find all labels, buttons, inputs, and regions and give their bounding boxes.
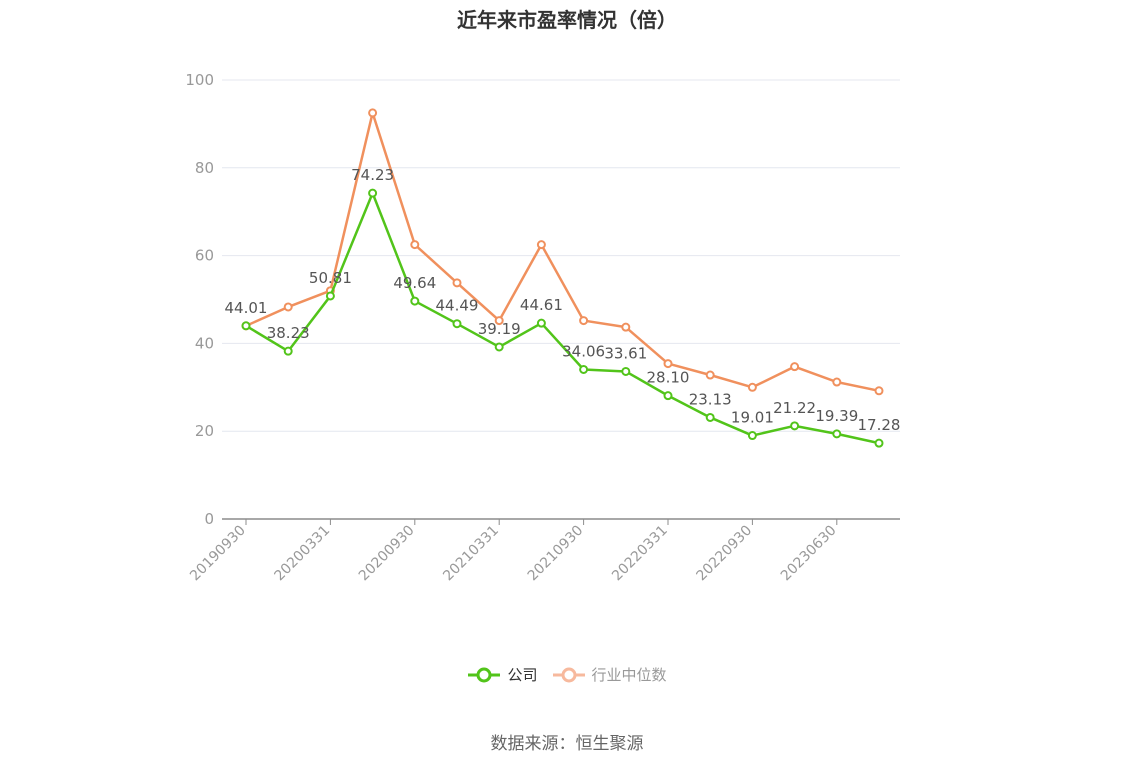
legend-industry-marker <box>552 667 585 682</box>
y-tick-label-0: 0 <box>204 510 214 528</box>
legend-item-industry-median[interactable]: 行业中位数 <box>552 664 667 685</box>
series-0-point-12 <box>747 431 757 441</box>
series-1-point-14 <box>832 377 842 387</box>
series-1-point-7 <box>536 240 546 250</box>
source-note: 数据来源：恒生聚源 <box>490 734 644 754</box>
series-1-point-12 <box>747 382 757 392</box>
series-line-0 <box>245 191 880 445</box>
series-line-1 <box>245 111 880 393</box>
series-1-point-15 <box>874 386 884 396</box>
legend-company-label: 公司 <box>507 666 538 684</box>
legend-item-company[interactable]: 公司 <box>467 664 538 685</box>
y-tick-label-20: 20 <box>195 422 214 440</box>
series-1-point-9 <box>621 322 631 332</box>
x-tick-label-20210331: 20210331 <box>440 523 502 585</box>
series-0-point-6 <box>494 342 504 352</box>
company-data-label-11: 23.13 <box>689 390 732 408</box>
series-0-point-11 <box>705 412 715 422</box>
series-0-point-3 <box>368 188 378 198</box>
x-tick-label-20190930: 20190930 <box>187 523 249 585</box>
y-tick-label-60: 60 <box>195 247 214 265</box>
y-tick-label-80: 80 <box>195 159 214 177</box>
series-0-point-5 <box>452 319 462 329</box>
series-0-point-0 <box>241 321 251 331</box>
company-data-label-2: 50.81 <box>309 269 352 287</box>
company-data-label-7: 44.61 <box>520 296 563 314</box>
series-layer <box>241 108 884 448</box>
series-0-point-4 <box>410 296 420 306</box>
series-0-point-1 <box>283 346 293 356</box>
y-tick-label-100: 100 <box>185 71 214 89</box>
series-0-point-10 <box>663 391 673 401</box>
series-1-point-10 <box>663 359 673 369</box>
company-data-label-9: 33.61 <box>604 344 647 362</box>
x-tick-label-20210930: 20210930 <box>525 523 587 585</box>
company-data-label-13: 21.22 <box>773 399 816 417</box>
legend-company-marker <box>468 667 501 682</box>
series-0-point-8 <box>579 364 589 374</box>
company-data-label-12: 19.01 <box>731 409 774 427</box>
company-data-label-15: 17.28 <box>858 416 901 434</box>
x-tick-label-20200930: 20200930 <box>356 523 418 585</box>
series-1-point-1 <box>283 302 293 312</box>
grid-layer <box>222 79 900 432</box>
company-data-label-6: 39.19 <box>478 320 521 338</box>
chart-title: 近年来市盈率情况（倍） <box>457 8 677 32</box>
series-1-point-3 <box>368 108 378 118</box>
series-0-point-15 <box>874 438 884 448</box>
series-0-point-13 <box>790 421 800 431</box>
x-tick-label-20230630: 20230630 <box>778 523 840 585</box>
company-data-label-0: 44.01 <box>225 299 268 317</box>
series-1-point-13 <box>790 362 800 372</box>
x-tick-label-20220331: 20220331 <box>609 523 671 585</box>
y-tick-label-40: 40 <box>195 334 214 352</box>
series-1-point-6 <box>494 316 504 326</box>
company-data-label-14: 19.39 <box>815 407 858 425</box>
company-data-label-10: 28.10 <box>647 369 690 387</box>
company-data-label-8: 34.06 <box>562 342 605 360</box>
series-0-point-14 <box>832 429 842 439</box>
series-1-point-8 <box>579 316 589 326</box>
company-data-label-1: 38.23 <box>267 324 310 342</box>
x-tick-label-20200331: 20200331 <box>272 523 334 585</box>
company-data-label-4: 49.64 <box>393 274 436 292</box>
series-0-point-9 <box>621 366 631 376</box>
series-1-point-11 <box>705 370 715 380</box>
series-1-point-5 <box>452 278 462 288</box>
company-data-label-5: 44.49 <box>436 297 479 315</box>
legend-industry-label: 行业中位数 <box>591 666 667 684</box>
series-0-point-2 <box>325 291 335 301</box>
series-0-point-7 <box>536 318 546 328</box>
line-chart: 0 20 40 60 80 100 20190930 20200331 20200930 2021… <box>185 71 901 585</box>
x-tick-label-20220930: 20220930 <box>694 523 756 585</box>
legend: 公司 行业中位数 <box>0 664 1134 685</box>
series-1-point-4 <box>410 240 420 250</box>
company-data-label-3: 74.23 <box>351 166 394 184</box>
